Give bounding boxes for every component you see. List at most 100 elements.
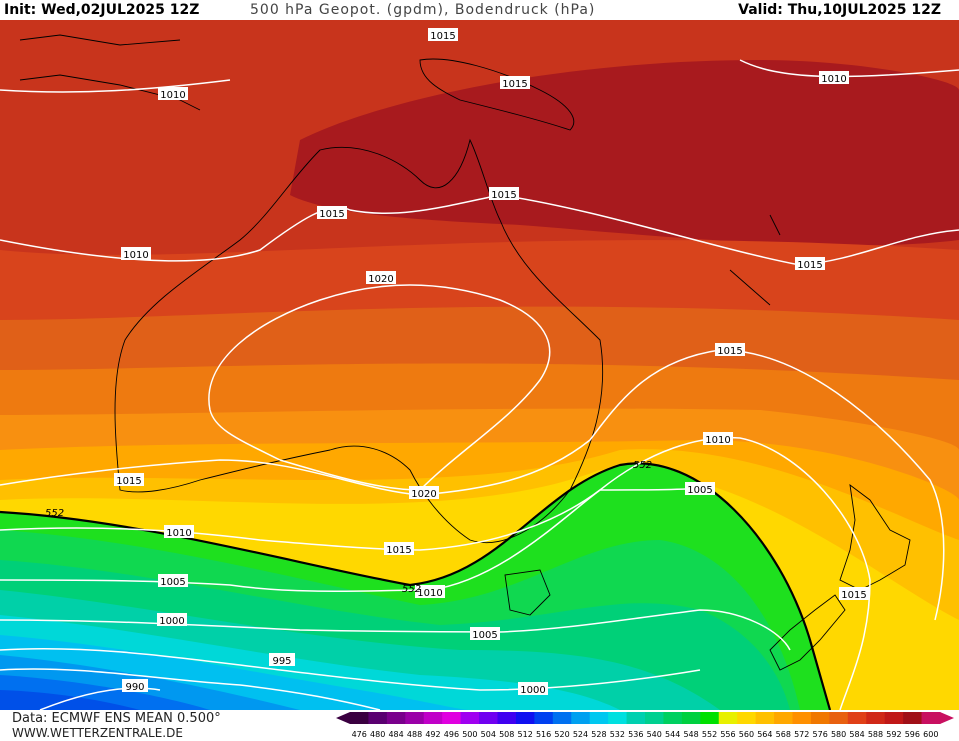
- scale-tick-label: 552: [702, 730, 717, 739]
- weather-map: 1015 1015 1010 1010 1015 1015 1010 1015 …: [0, 20, 959, 710]
- scale-swatch: [589, 712, 609, 724]
- scale-arrow-right: [940, 712, 954, 724]
- scale-tick-label: 528: [591, 730, 606, 739]
- isobar-labels: 1015 1015 1010 1010 1015 1015 1010 1015 …: [114, 28, 869, 696]
- scale-swatch: [608, 712, 628, 724]
- scale-tick-label: 476: [352, 730, 367, 739]
- scale-swatch: [423, 712, 443, 724]
- scale-tick-label: 548: [683, 730, 698, 739]
- scale-swatch: [921, 712, 941, 724]
- band-584: [290, 60, 959, 246]
- svg-text:1010: 1010: [160, 90, 185, 101]
- website-label: WWW.WETTERZENTRALE.DE: [12, 726, 183, 740]
- isobar-label: 1020: [366, 271, 396, 285]
- isobar-label: 990: [122, 679, 148, 693]
- scale-tick-label: 508: [499, 730, 514, 739]
- scale-swatch: [626, 712, 646, 724]
- scale-swatch: [718, 712, 738, 724]
- scale-swatch: [571, 712, 591, 724]
- scale-tick-label: 568: [776, 730, 791, 739]
- isobar-label: 1015: [715, 343, 745, 357]
- svg-text:1020: 1020: [411, 489, 436, 500]
- scale-arrow-left: [336, 712, 350, 724]
- isobar-label: 1005: [158, 574, 188, 588]
- scale-swatch: [386, 712, 406, 724]
- scale-swatch: [700, 712, 720, 724]
- new-guinea-coast: [419, 58, 575, 131]
- svg-text:1010: 1010: [417, 588, 442, 599]
- scale-tick-label: 556: [720, 730, 735, 739]
- tasmania-coast: [504, 569, 551, 616]
- isobar-990: [39, 687, 161, 710]
- scale-tick-label: 488: [407, 730, 422, 739]
- svg-text:1010: 1010: [705, 435, 730, 446]
- scale-swatch: [515, 712, 535, 724]
- scale-tick-label: 496: [444, 730, 459, 739]
- scale-swatch: [645, 712, 664, 724]
- isobar-label: 1015: [317, 206, 347, 220]
- svg-text:1015: 1015: [841, 590, 866, 601]
- scale-tick-label: 600: [923, 730, 938, 739]
- svg-text:1015: 1015: [491, 190, 516, 201]
- isobar-label: 995: [269, 653, 295, 667]
- svg-text:1000: 1000: [520, 685, 545, 696]
- scale-swatch: [829, 712, 849, 724]
- scale-swatch: [368, 712, 388, 724]
- color-scale: 476 480 484 488 492 496 500 504 508 512 516 520 524 5…: [336, 712, 954, 739]
- svg-text:1015: 1015: [717, 346, 742, 357]
- isobar-label: 1015: [428, 28, 458, 42]
- scale-swatch: [755, 712, 775, 724]
- contour-labels: 552 552 552: [45, 460, 652, 595]
- scale-swatch: [884, 712, 904, 724]
- scale-tick-label: 512: [518, 730, 533, 739]
- isobar-1020: [208, 284, 551, 491]
- isobar-label: 1015: [795, 257, 825, 271]
- svg-text:1010: 1010: [821, 74, 846, 85]
- svg-text:1005: 1005: [687, 485, 712, 496]
- isobar-1015-mid: [0, 349, 945, 621]
- isobar-label: 1005: [470, 627, 500, 641]
- scale-swatch: [792, 712, 812, 724]
- svg-text:1010: 1010: [166, 528, 191, 539]
- svg-text:1015: 1015: [430, 31, 455, 42]
- isobar-label: 1010: [415, 585, 445, 599]
- coastlines: [19, 34, 911, 671]
- isobar-label: 1015: [839, 587, 869, 601]
- scale-swatch: [405, 712, 425, 724]
- isobar-label: 1015: [114, 473, 144, 487]
- nz-south-island: [769, 594, 846, 671]
- isobar-label: 1000: [157, 613, 187, 627]
- scale-tick-label: 516: [536, 730, 551, 739]
- scale-swatch: [497, 712, 517, 724]
- scale-swatch: [681, 712, 701, 724]
- scale-tick-label: 504: [481, 730, 496, 739]
- scale-swatch: [903, 712, 923, 724]
- scale-tick-label: 560: [739, 730, 754, 739]
- isobar-label: 1010: [730, 390, 760, 404]
- valid-time: Valid: Thu,10JUL2025 12Z: [738, 2, 941, 18]
- scale-swatch: [810, 712, 830, 724]
- scale-tick-label: 492: [425, 730, 440, 739]
- isobar-label: 1010: [121, 247, 151, 261]
- contour-552: [0, 462, 832, 710]
- scale-tick-label: 564: [757, 730, 772, 739]
- isobar-label: 1000: [518, 682, 548, 696]
- svg-text:990: 990: [125, 682, 144, 693]
- scale-tick-label: 484: [388, 730, 403, 739]
- contour-label-552: 552: [633, 460, 652, 471]
- scale-tick-label: 532: [610, 730, 625, 739]
- isobar-label: 1010: [158, 87, 188, 101]
- scale-swatch: [847, 712, 867, 724]
- svg-text:1005: 1005: [472, 630, 497, 641]
- isobar-995: [0, 668, 381, 710]
- isobar-label: 1015: [500, 76, 530, 90]
- islands-coast: [729, 214, 781, 306]
- scale-tick-label: 576: [813, 730, 828, 739]
- scale-swatch: [774, 712, 793, 724]
- scale-tick-label: 520: [554, 730, 569, 739]
- isobar-label: 1015: [384, 542, 414, 556]
- scale-swatch: [866, 712, 886, 724]
- scale-swatch: [663, 712, 683, 724]
- scale-swatch: [737, 712, 757, 724]
- scale-tick-label: 592: [886, 730, 901, 739]
